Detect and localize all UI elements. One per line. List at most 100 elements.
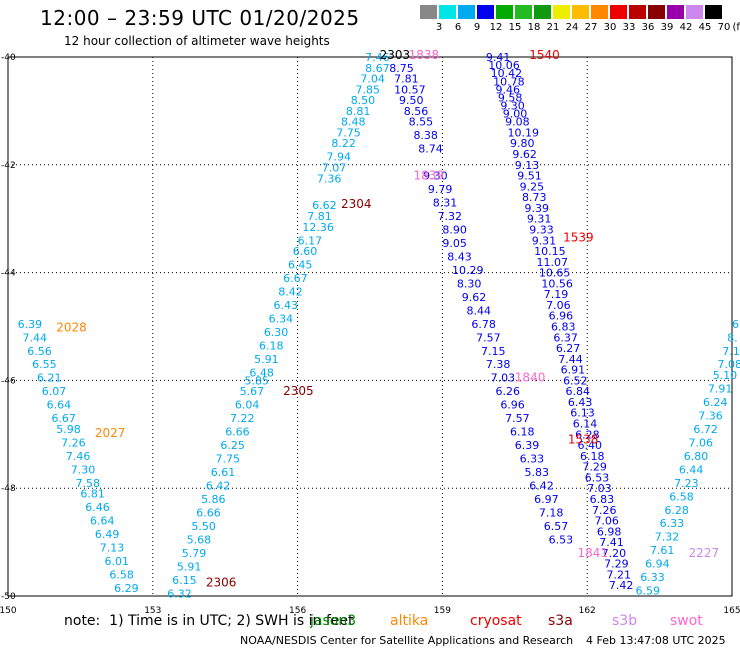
wave-height-label: 7.07 [322, 161, 347, 174]
scale-swatch [648, 5, 665, 19]
scale-swatch [629, 5, 646, 19]
legend-swot: swot [670, 613, 703, 629]
wave-height-label: 6.96 [500, 399, 525, 412]
wave-height-label: 6.61 [211, 466, 236, 479]
pass-time-label: 2303 [380, 48, 411, 62]
wave-height-label: 8.74 [418, 143, 443, 156]
wave-height-label: 7.81 [394, 73, 419, 86]
wave-height-label: 7.58 [76, 477, 101, 490]
wave-height-label: 6.84 [565, 385, 590, 398]
wave-height-label: 7.44 [22, 331, 47, 344]
scale-tick-label: 9 [473, 22, 481, 33]
pass-time-label: 1838 [409, 48, 440, 62]
wave-height-label: 6.13 [570, 407, 595, 420]
wave-height-label: 6.04 [235, 399, 260, 412]
wave-height-label: 9.51 [517, 170, 542, 183]
scale-swatch [496, 5, 513, 19]
wave-height-label: 6.21 [37, 372, 62, 385]
wave-height-label: 5.85 [245, 374, 269, 387]
pass-time-label: 2304 [341, 197, 372, 211]
wave-height-label: 7.36 [698, 409, 723, 422]
wave-height-label: 6.94 [645, 558, 670, 571]
wave-height-label: 6.58 [109, 568, 134, 581]
wave-height-label: 9.62 [512, 148, 537, 161]
wave-height-label: 5.91 [254, 353, 279, 366]
pass-time-label: 1539 [563, 231, 594, 245]
wave-height-label: 8.22 [331, 137, 356, 150]
wave-height-label: 8.50 [351, 94, 376, 107]
pass-time-label: 1839 [413, 169, 444, 183]
wave-height-label: 6.67 [51, 412, 76, 425]
scale-tick-label: 33 [622, 22, 636, 33]
wave-height-label: 6.83 [590, 493, 615, 506]
wave-height-label: 6.66 [225, 426, 250, 439]
wave-height-label: 5.68 [187, 533, 212, 546]
wave-height-label: 6.26 [495, 385, 520, 398]
wave-height-label: 6.66 [196, 506, 221, 519]
wave-height-label: 6.45 [288, 259, 313, 272]
wave-height-label: 6.72 [693, 423, 718, 436]
wave-height-label: 7.19 [544, 288, 569, 301]
wave-height-label: 6.33 [640, 571, 665, 584]
wave-height-label: 6.60 [293, 245, 318, 258]
wave-height-label: 8.38 [413, 129, 438, 142]
wave-height-label: 7.30 [71, 463, 96, 476]
wave-height-label: 10.29 [452, 264, 484, 277]
scale-tick-label: 27 [584, 22, 598, 33]
wave-height-label: 9.05 [442, 237, 467, 250]
scale-swatch [667, 5, 684, 19]
wave-height-label: 7.46 [365, 51, 390, 64]
note-text: note: 1) Time is in UTC; 2) SWH is in fe… [64, 613, 354, 629]
wave-height-label: 9.25 [520, 180, 545, 193]
wave-height-label: 9.41 [486, 51, 511, 64]
wave-height-label: 8.55 [409, 116, 434, 129]
wave-height-label: 8.43 [447, 250, 472, 263]
wave-height-label: 6.39 [18, 318, 43, 331]
scale-tick-label: 12 [489, 22, 503, 33]
wave-height-label: 9.79 [428, 183, 453, 196]
wave-height-label: 8.90 [442, 223, 467, 236]
wave-height-label: 7.15 [481, 345, 506, 358]
pass-time-label: 2306 [206, 576, 237, 590]
scale-tick-label: 70 [717, 22, 731, 33]
scale-unit: (ft) [732, 22, 740, 33]
scale-swatch [477, 5, 494, 19]
wave-height-label: 6.97 [534, 493, 559, 506]
wave-height-label: 6.53 [549, 533, 574, 546]
wave-height-label: 7.06 [546, 299, 571, 312]
wave-height-label: 9.00 [503, 108, 528, 121]
scale-swatch [420, 5, 437, 19]
wave-height-label: 6.48 [249, 366, 273, 379]
wave-height-label: 9.80 [510, 137, 535, 150]
wave-height-label: 6.91 [561, 364, 586, 377]
y-tick-label: -44 [1, 269, 16, 279]
scale-swatch [458, 5, 475, 19]
wave-height-label: 7.46 [66, 450, 91, 463]
wave-height-label: 8.75 [389, 62, 414, 75]
wave-height-label: 6.52 [563, 374, 588, 387]
wave-height-label: 7.18 [539, 506, 564, 519]
wave-height-label: 5.98 [56, 423, 80, 436]
page-title: 12:00 – 23:59 UTC 01/20/2025 [40, 6, 360, 30]
wave-height-label: 6.80 [684, 450, 709, 463]
wave-height-label: 10.42 [491, 67, 522, 80]
wave-height-label: 6.43 [273, 299, 298, 312]
y-tick-label: -40 [1, 53, 16, 63]
wave-height-label: 10.19 [508, 126, 540, 139]
wave-height-label: 6.39 [515, 439, 540, 452]
wave-height-label: 10.65 [539, 267, 571, 280]
wave-height-label: 8. [727, 331, 738, 344]
wave-height-label: 6.67 [283, 272, 308, 285]
wave-height-label: 6.07 [42, 385, 67, 398]
map-frame [7, 56, 733, 597]
wave-height-label: 7.06 [594, 515, 619, 528]
wave-height-label: 6.33 [660, 517, 685, 530]
wave-height-label: 10.57 [394, 83, 426, 96]
wave-height-label: 6.15 [172, 574, 197, 587]
scale-tick-label: 18 [527, 22, 541, 33]
wave-height-label: 6.37 [553, 331, 578, 344]
wave-height-label: 6.43 [568, 396, 593, 409]
pass-time-label: 2028 [56, 321, 87, 335]
wave-height-label: 5.79 [182, 547, 207, 560]
wave-height-label: 7.75 [216, 453, 241, 466]
